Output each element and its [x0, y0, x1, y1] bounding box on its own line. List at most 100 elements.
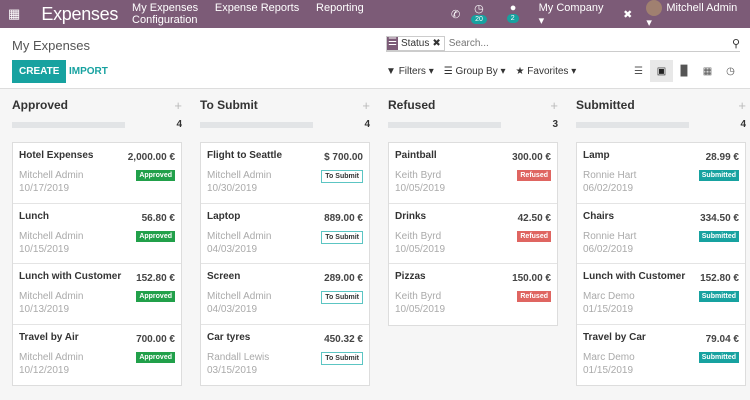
- page-title: My Expenses: [12, 38, 91, 53]
- phone-icon[interactable]: ✆: [450, 8, 461, 21]
- expense-name: Laptop: [207, 210, 241, 222]
- clock-icon: ◷: [474, 2, 484, 15]
- menu-expense-reports[interactable]: Expense Reports: [214, 2, 300, 14]
- column-title: Approved: [12, 98, 69, 112]
- group-by-dropdown[interactable]: ☰ Group By ▾: [443, 66, 506, 77]
- activity-view-icon[interactable]: ◷: [726, 65, 735, 77]
- status-badge: Approved: [136, 230, 175, 242]
- group-by-label: Group By: [455, 66, 498, 77]
- expense-name: Lamp: [583, 150, 610, 161]
- kanban-view-icon[interactable]: ▣: [650, 60, 673, 82]
- status-badge: Approved: [136, 351, 175, 363]
- menu-configuration[interactable]: Configuration: [132, 14, 198, 26]
- apps-menu-icon[interactable]: ▦: [8, 6, 21, 21]
- kanban-column-submitted: Submitted +4 Lamp 28.99 € Ronnie Hart 06/02/2…: [576, 89, 746, 386]
- expense-amount: 334.50 €: [700, 212, 739, 224]
- expense-card[interactable]: Paintball 300.00 € Keith Byrd 10/05/2019 Ref…: [389, 143, 557, 204]
- status-badge: To Submit: [321, 291, 363, 304]
- expense-card[interactable]: Lunch with Customer 152.80 € Mitchell Admi…: [13, 264, 181, 325]
- debug-tools-icon[interactable]: ✖: [623, 8, 633, 21]
- company-name: My Company: [538, 1, 604, 14]
- expense-name: Lunch with Customer: [19, 271, 122, 282]
- add-card-icon[interactable]: +: [362, 98, 370, 113]
- expense-date: 10/13/2019: [19, 304, 70, 315]
- expense-card[interactable]: Lunch 56.80 € Mitchell Admin 10/15/2019 Appr…: [13, 204, 181, 264]
- filters-dropdown[interactable]: ▼ Filters ▾: [386, 66, 434, 77]
- expense-card[interactable]: Screen 289.00 € Mitchell Admin 04/03/2019 To…: [201, 264, 369, 325]
- status-badge: To Submit: [321, 170, 363, 183]
- column-progress: 4: [576, 119, 746, 130]
- expense-amount: 152.80 €: [136, 273, 175, 284]
- user-menu[interactable]: Mitchell Admin ▾: [646, 0, 738, 29]
- company-switcher[interactable]: My Company ▾: [538, 1, 604, 27]
- column-count: 4: [740, 119, 746, 130]
- add-card-icon[interactable]: +: [738, 98, 746, 113]
- expense-amount: 152.80 €: [700, 273, 739, 284]
- expense-card[interactable]: Flight to Seattle $ 700.00 Mitchell Admin 1…: [201, 143, 369, 204]
- column-count: 4: [364, 119, 370, 130]
- pivot-view-icon[interactable]: ▦: [702, 65, 713, 77]
- list-view-icon[interactable]: ☰: [634, 65, 643, 77]
- expense-card[interactable]: Lamp 28.99 € Ronnie Hart 06/02/2019 Submitte…: [577, 143, 745, 204]
- expense-card[interactable]: Travel by Air 700.00 € Mitchell Admin 10/12…: [13, 325, 181, 386]
- progress-bar[interactable]: [388, 121, 501, 128]
- expense-date: 10/05/2019: [395, 243, 446, 255]
- expense-name: Paintball: [395, 150, 437, 161]
- card-list: Hotel Expenses 2,000.00 € Mitchell Admin 10…: [12, 142, 182, 386]
- expense-card[interactable]: Pizzas 150.00 € Keith Byrd 10/05/2019 Refuse…: [389, 264, 557, 325]
- import-button[interactable]: IMPORT: [69, 66, 108, 77]
- expense-card[interactable]: Hotel Expenses 2,000.00 € Mitchell Admin 10…: [13, 143, 181, 204]
- expense-name: Travel by Air: [19, 331, 79, 343]
- expense-date: 10/05/2019: [395, 304, 446, 315]
- expense-name: Lunch with Customer: [583, 271, 686, 282]
- column-count: 3: [552, 119, 558, 130]
- favorites-dropdown[interactable]: ★ Favorites ▾: [515, 66, 577, 77]
- employee-name: Mitchell Admin: [207, 291, 272, 302]
- kanban-column-approved: Approved +4 Hotel Expenses 2,000.00 € Mitche…: [12, 89, 182, 386]
- expense-card[interactable]: Car tyres 450.32 € Randall Lewis 03/15/2019…: [201, 325, 369, 386]
- expense-date: 04/03/2019: [207, 243, 258, 255]
- search-facet: ☰ Status ✖: [386, 35, 445, 51]
- progress-bar[interactable]: [576, 121, 689, 128]
- menu-reporting[interactable]: Reporting: [316, 2, 364, 14]
- status-badge: Approved: [136, 170, 175, 181]
- status-badge: Refused: [517, 230, 551, 242]
- expense-amount: 42.50 €: [517, 212, 551, 224]
- kanban-column-refused: Refused +3 Paintball 300.00 € Keith Byrd 10/0…: [388, 89, 558, 326]
- graph-view-icon[interactable]: ▉: [680, 65, 689, 77]
- expense-amount: $ 700.00: [324, 152, 363, 163]
- expense-card[interactable]: Laptop 889.00 € Mitchell Admin 04/03/2019 To…: [201, 204, 369, 264]
- progress-bar[interactable]: [200, 121, 313, 128]
- messages-count: 2: [506, 14, 519, 23]
- expense-amount: 79.04 €: [705, 333, 739, 345]
- avatar: [646, 0, 663, 16]
- remove-facet-icon[interactable]: ✖: [432, 37, 441, 49]
- expense-card[interactable]: Lunch with Customer 152.80 € Marc Demo 01/1…: [577, 264, 745, 325]
- search-input[interactable]: [448, 37, 732, 49]
- status-badge: Submitted: [698, 351, 739, 363]
- activities-button[interactable]: ◷20: [471, 2, 496, 27]
- create-button[interactable]: CREATE: [12, 60, 67, 83]
- filter-list-icon: ☰: [387, 36, 398, 50]
- expense-date: 06/02/2019: [583, 183, 634, 194]
- progress-bar[interactable]: [12, 121, 125, 128]
- column-count: 4: [176, 119, 182, 130]
- status-badge: Submitted: [698, 291, 739, 302]
- expense-card[interactable]: Travel by Car 79.04 € Marc Demo 01/15/2019 S…: [577, 325, 745, 386]
- menu-my-expenses[interactable]: My Expenses: [132, 2, 199, 14]
- employee-name: Keith Byrd: [395, 170, 442, 181]
- add-card-icon[interactable]: +: [550, 98, 558, 113]
- expense-card[interactable]: Drinks 42.50 € Keith Byrd 10/05/2019 Refused: [389, 204, 557, 264]
- column-header: Refused +: [388, 98, 558, 113]
- messages-button[interactable]: ●2: [506, 2, 525, 26]
- expense-name: Hotel Expenses: [19, 150, 94, 161]
- expense-date: 10/15/2019: [19, 243, 70, 255]
- expense-date: 01/15/2019: [583, 304, 634, 315]
- expense-name: Screen: [207, 271, 241, 282]
- search-icon[interactable]: ⚲: [731, 37, 740, 50]
- add-card-icon[interactable]: +: [174, 98, 182, 113]
- expense-card[interactable]: Chairs 334.50 € Ronnie Hart 06/02/2019 Submi…: [577, 204, 745, 264]
- expense-amount: 28.99 €: [705, 152, 739, 163]
- status-badge: Submitted: [698, 170, 739, 181]
- expense-amount: 289.00 €: [324, 273, 363, 284]
